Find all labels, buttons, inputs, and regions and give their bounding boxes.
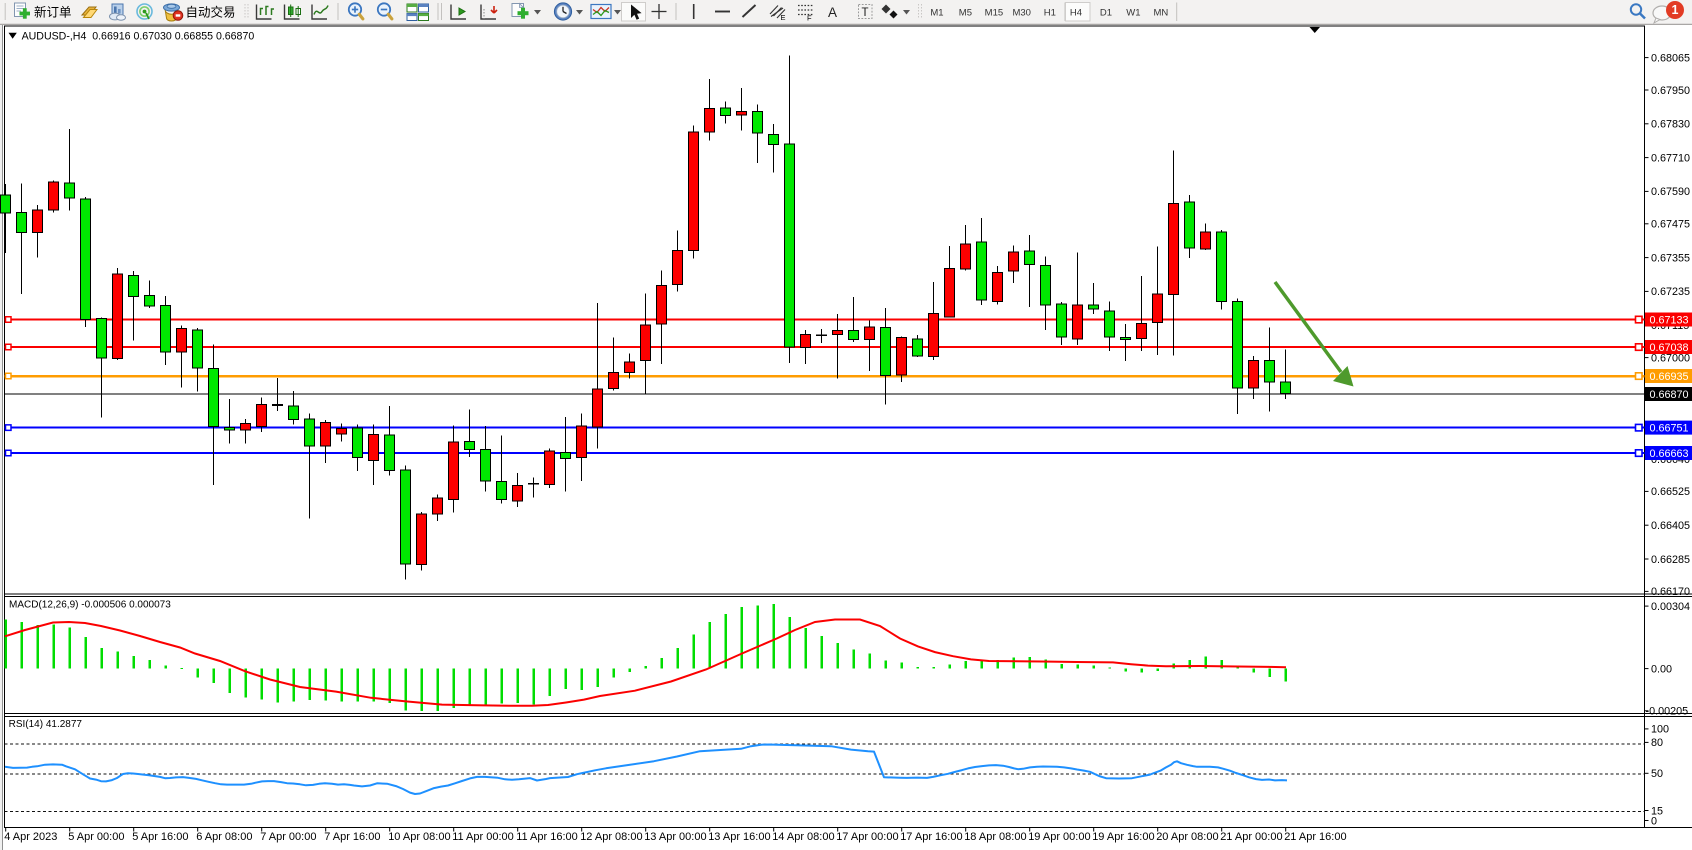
svg-text:0.67475: 0.67475 xyxy=(1651,219,1690,231)
svg-text:新订单: 新订单 xyxy=(34,5,72,20)
svg-text:5 Apr 00:00: 5 Apr 00:00 xyxy=(68,831,124,843)
svg-text:12 Apr 08:00: 12 Apr 08:00 xyxy=(580,831,642,843)
svg-text:-0.00205: -0.00205 xyxy=(1646,706,1689,718)
svg-text:0.67038: 0.67038 xyxy=(1650,342,1689,354)
svg-text:0.66405: 0.66405 xyxy=(1651,520,1690,532)
svg-text:4 Apr 2023: 4 Apr 2023 xyxy=(4,831,57,843)
svg-text:0.66935: 0.66935 xyxy=(1650,371,1689,383)
svg-text:H4: H4 xyxy=(1070,8,1082,19)
svg-text:6 Apr 08:00: 6 Apr 08:00 xyxy=(196,831,252,843)
svg-text:14 Apr 08:00: 14 Apr 08:00 xyxy=(772,831,834,843)
svg-text:1: 1 xyxy=(1672,3,1679,17)
svg-text:7 Apr 16:00: 7 Apr 16:00 xyxy=(324,831,380,843)
svg-text:0.67133: 0.67133 xyxy=(1650,314,1689,326)
svg-text:0.67710: 0.67710 xyxy=(1651,152,1690,164)
svg-text:F: F xyxy=(807,14,812,23)
svg-text:H1: H1 xyxy=(1044,8,1056,19)
svg-text:0.67590: 0.67590 xyxy=(1651,186,1690,198)
svg-text:MN: MN xyxy=(1154,8,1169,19)
svg-text:RSI(14) 41.2877: RSI(14) 41.2877 xyxy=(9,719,83,730)
svg-text:E: E xyxy=(781,13,786,22)
svg-text:0.00: 0.00 xyxy=(1651,663,1672,675)
svg-text:0.66751: 0.66751 xyxy=(1650,423,1689,435)
svg-text:19 Apr 00:00: 19 Apr 00:00 xyxy=(1028,831,1090,843)
svg-text:13 Apr 00:00: 13 Apr 00:00 xyxy=(644,831,706,843)
svg-text:0.00304: 0.00304 xyxy=(1651,601,1690,613)
svg-text:11 Apr 16:00: 11 Apr 16:00 xyxy=(516,831,578,843)
svg-text:20 Apr 08:00: 20 Apr 08:00 xyxy=(1156,831,1218,843)
svg-text:T: T xyxy=(862,7,869,19)
svg-text:10 Apr 08:00: 10 Apr 08:00 xyxy=(388,831,450,843)
svg-text:自动交易: 自动交易 xyxy=(186,5,236,20)
svg-text:D1: D1 xyxy=(1100,8,1112,19)
svg-text:100: 100 xyxy=(1651,724,1669,736)
svg-text:17 Apr 16:00: 17 Apr 16:00 xyxy=(900,831,962,843)
svg-text:M5: M5 xyxy=(959,8,972,19)
svg-text:0.67235: 0.67235 xyxy=(1651,286,1690,298)
svg-text:50: 50 xyxy=(1651,768,1663,780)
svg-text:80: 80 xyxy=(1651,737,1663,749)
svg-text:0.67830: 0.67830 xyxy=(1651,119,1690,131)
svg-text:18 Apr 08:00: 18 Apr 08:00 xyxy=(964,831,1026,843)
svg-text:0.66170: 0.66170 xyxy=(1651,586,1690,598)
svg-text:0.66285: 0.66285 xyxy=(1651,554,1690,566)
svg-text:0.67000: 0.67000 xyxy=(1651,352,1690,364)
svg-text:M15: M15 xyxy=(985,8,1003,19)
svg-text:15: 15 xyxy=(1651,805,1663,817)
svg-text:MACD(12,26,9) -0.000506 0.0000: MACD(12,26,9) -0.000506 0.000073 xyxy=(9,600,171,611)
svg-text:13 Apr 16:00: 13 Apr 16:00 xyxy=(708,831,770,843)
svg-text:5 Apr 16:00: 5 Apr 16:00 xyxy=(132,831,188,843)
svg-text:11 Apr 00:00: 11 Apr 00:00 xyxy=(452,831,514,843)
svg-text:21 Apr 16:00: 21 Apr 16:00 xyxy=(1284,831,1346,843)
svg-text:0.66870: 0.66870 xyxy=(1650,389,1689,401)
svg-text:0.66525: 0.66525 xyxy=(1651,486,1690,498)
svg-text:7 Apr 00:00: 7 Apr 00:00 xyxy=(260,831,316,843)
svg-text:W1: W1 xyxy=(1126,8,1140,19)
svg-text:0.67950: 0.67950 xyxy=(1651,85,1690,97)
svg-text:0.68065: 0.68065 xyxy=(1651,52,1690,64)
svg-text:M1: M1 xyxy=(930,8,943,19)
svg-text:0: 0 xyxy=(1651,815,1657,827)
svg-text:19 Apr 16:00: 19 Apr 16:00 xyxy=(1092,831,1154,843)
svg-text:A: A xyxy=(828,5,837,20)
svg-text:17 Apr 00:00: 17 Apr 00:00 xyxy=(836,831,898,843)
svg-text:AUDUSD-,H4 0.66916 0.67030 0.: AUDUSD-,H4 0.66916 0.67030 0.66855 0.668… xyxy=(22,30,255,42)
svg-text:0.66663: 0.66663 xyxy=(1650,448,1689,460)
svg-text:0.67355: 0.67355 xyxy=(1651,252,1690,264)
svg-text:M30: M30 xyxy=(1012,8,1030,19)
svg-text:21 Apr 00:00: 21 Apr 00:00 xyxy=(1220,831,1282,843)
